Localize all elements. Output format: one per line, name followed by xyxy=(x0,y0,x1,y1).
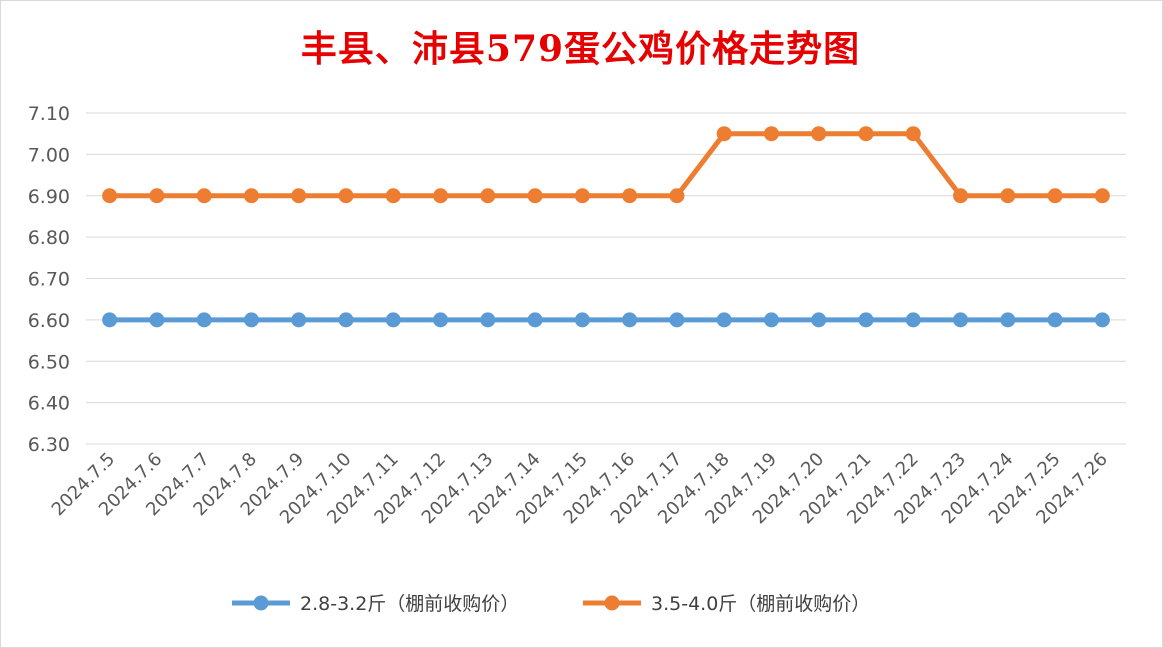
y-tick-label: 6.40 xyxy=(28,393,70,415)
legend: 2.8-3.2斤（棚前收购价） 3.5-4.0斤（棚前收购价） xyxy=(232,593,870,615)
data-point xyxy=(622,188,638,204)
data-point xyxy=(338,188,354,204)
data-point xyxy=(102,312,118,328)
data-point xyxy=(433,312,449,328)
data-point xyxy=(905,126,921,142)
data-point xyxy=(574,188,590,204)
data-point xyxy=(1047,188,1063,204)
data-point xyxy=(811,312,827,328)
y-tick-label: 6.70 xyxy=(28,269,70,291)
data-point xyxy=(196,188,212,204)
data-point xyxy=(1000,188,1016,204)
data-point xyxy=(385,188,401,204)
data-point xyxy=(1047,312,1063,328)
legend-entry: 2.8-3.2斤（棚前收购价） xyxy=(232,593,519,615)
data-point xyxy=(669,312,685,328)
data-point xyxy=(527,188,543,204)
data-point xyxy=(291,312,307,328)
data-point xyxy=(338,312,354,328)
data-point xyxy=(149,188,165,204)
legend-marker xyxy=(253,595,269,611)
data-point xyxy=(1094,312,1110,328)
x-axis-ticks: 2024.7.52024.7.62024.7.72024.7.82024.7.9… xyxy=(48,449,1112,529)
data-point xyxy=(622,312,638,328)
data-point xyxy=(858,126,874,142)
data-point xyxy=(716,126,732,142)
data-point xyxy=(905,312,921,328)
data-point xyxy=(291,188,307,204)
data-point xyxy=(480,188,496,204)
data-point xyxy=(716,312,732,328)
data-point xyxy=(385,312,401,328)
data-point xyxy=(480,312,496,328)
data-point xyxy=(149,312,165,328)
data-point xyxy=(763,312,779,328)
data-point xyxy=(1000,312,1016,328)
legend-label: 2.8-3.2斤（棚前收购价） xyxy=(300,593,519,615)
data-point xyxy=(763,126,779,142)
y-axis-ticks: 6.30 6.40 6.50 6.60 6.70 6.80 6.90 7.00 7.10 xyxy=(28,103,70,456)
y-tick-label: 6.50 xyxy=(28,351,70,373)
series-1 xyxy=(102,312,1110,328)
y-tick-label: 6.80 xyxy=(28,227,70,249)
series-layer xyxy=(102,126,1110,328)
data-point xyxy=(811,126,827,142)
data-point xyxy=(243,312,259,328)
data-point xyxy=(953,312,969,328)
y-tick-label: 7.10 xyxy=(28,103,70,125)
chart-title: 丰县、沛县579蛋公鸡价格走势图 xyxy=(300,28,861,70)
legend-marker xyxy=(604,595,620,611)
data-point xyxy=(858,312,874,328)
data-point xyxy=(669,188,685,204)
gridlines xyxy=(86,112,1126,445)
legend-label: 3.5-4.0斤（棚前收购价） xyxy=(651,593,870,615)
y-tick-label: 6.90 xyxy=(28,186,70,208)
legend-entry: 3.5-4.0斤（棚前收购价） xyxy=(583,593,870,615)
data-point xyxy=(953,188,969,204)
data-point xyxy=(1094,188,1110,204)
data-point xyxy=(243,188,259,204)
y-tick-label: 7.00 xyxy=(28,144,70,166)
y-tick-label: 6.60 xyxy=(28,310,70,332)
data-point xyxy=(102,188,118,204)
data-point xyxy=(433,188,449,204)
data-point xyxy=(527,312,543,328)
data-point xyxy=(196,312,212,328)
series-line xyxy=(107,131,1105,199)
series-2 xyxy=(102,126,1110,204)
data-point xyxy=(574,312,590,328)
y-tick-label: 6.30 xyxy=(28,434,70,456)
